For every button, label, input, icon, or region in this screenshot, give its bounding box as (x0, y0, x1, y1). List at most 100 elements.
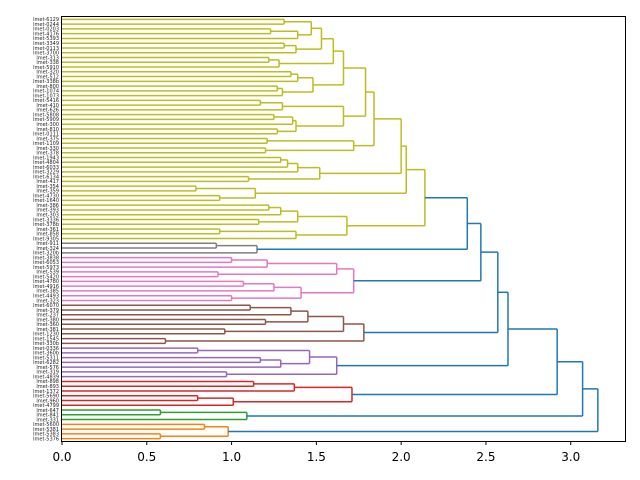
leaf-label: lmet-1073 (33, 93, 59, 99)
leaf-label: lmet-5376 (33, 436, 59, 442)
leaf-label: lmet-330 (36, 146, 59, 152)
leaf-label: lmet-5909 (33, 117, 59, 123)
leaf-label: lmet-324 (36, 246, 59, 252)
leaf-label: lmet-5416 (33, 98, 59, 104)
leaf-label: lmet-4780 (33, 279, 59, 285)
x-tick-label: 1.0 (222, 450, 241, 464)
leaf-label: lmet-576 (36, 365, 59, 371)
leaf-label: lmet-331 (36, 417, 59, 423)
leaf-label: lmet-893 (36, 384, 59, 390)
leaf-label: lmet-4804 (33, 160, 59, 166)
leaf-label: lmet-359 (36, 189, 59, 195)
leaf-label: lmet-319 (36, 370, 59, 376)
leaf-label: lmet-5690 (33, 394, 59, 400)
leaf-label: lmet-360 (36, 322, 59, 328)
leaf-label: lmet-5383 (33, 432, 59, 438)
leaf-label: lmet-5600 (33, 422, 59, 428)
leaf-label: lmet-9305 (33, 236, 59, 242)
leaf-label: lmet-378b (33, 222, 59, 228)
leaf-label: lmet-6129 (33, 17, 59, 23)
leaf-label: lmet-5973 (33, 265, 59, 271)
leaf-label: lmet-6134 (33, 174, 59, 180)
leaf-label: lmet-1230 (33, 332, 59, 338)
leaf-label: lmet-1545 (33, 336, 59, 342)
leaf-label: lmet-320 (36, 70, 59, 76)
leaf-label: lmet-4176 (33, 31, 59, 37)
leaf-label: lmet-6033 (33, 165, 59, 171)
leaf-label: lmet-338b (33, 79, 59, 85)
leaf-label: lmet-375 (36, 136, 59, 142)
leaf-label: lmet-5393 (33, 36, 59, 42)
leaf-label: lmet-379 (36, 308, 59, 314)
leaf-label: lmet-386 (36, 203, 59, 209)
leaf-label: lmet-5381 (33, 427, 59, 433)
x-tick-label: 2.5 (476, 450, 495, 464)
leaf-label: lmet-6070 (33, 303, 59, 309)
leaf-label: lmet-320b (33, 251, 59, 257)
leaf-label: lmet-539 (36, 270, 59, 276)
leaf-label: lmet-0111 (33, 132, 59, 138)
x-tick-label: 0.5 (137, 450, 156, 464)
leaf-label: lmet-313 (36, 55, 59, 61)
leaf-label: lmet-6053 (33, 260, 59, 266)
x-tick-label: 1.5 (307, 450, 326, 464)
leaf-label: lmet-3229 (33, 170, 59, 176)
leaf-label: lmet-3336 (33, 217, 59, 223)
x-tick-label: 3.0 (561, 450, 580, 464)
leaf-label: lmet-4839 (33, 374, 59, 380)
leaf-label: lmet-385 (36, 289, 59, 295)
leaf-label: lmet-361 (36, 227, 59, 233)
leaf-label: lmet-858 (36, 232, 59, 238)
leaf-label: lmet-6282 (33, 360, 59, 366)
leaf-label: lmet-4730 (33, 193, 59, 199)
leaf-label: lmet-410 (36, 103, 59, 109)
x-tick-label: 0.0 (52, 450, 71, 464)
leaf-label: lmet-1372 (33, 389, 59, 395)
leaf-label: lmet-5311 (33, 355, 59, 361)
leaf-label: lmet-3349 (33, 41, 59, 47)
leaf-label: lmet-1109 (33, 141, 59, 147)
leaf-label: lmet-4916 (33, 284, 59, 290)
leaf-label: lmet-911 (36, 241, 59, 247)
plot-frame (61, 16, 626, 442)
leaf-label: lmet-960 (36, 398, 59, 404)
leaf-label: lmet-3838 (33, 255, 59, 261)
leaf-label: lmet-330b (33, 341, 59, 347)
leaf-label: lmet-417 (36, 179, 59, 185)
leaf-label: lmet-354 (36, 184, 59, 190)
leaf-labels: lmet-6129lmet-0244lmet-0203lmet-4176lmet… (33, 17, 59, 442)
leaf-label: lmet-1640 (33, 198, 59, 204)
leaf-label: lmet-378 (36, 151, 59, 157)
leaf-label: lmet-4799 (33, 403, 59, 409)
leaf-label: lmet-0244 (33, 22, 59, 28)
leaf-label: lmet-0336 (33, 346, 59, 352)
leaf-label: lmet-512 (36, 74, 59, 80)
x-axis: 0.0 0.5 1.0 1.5 2.0 2.5 3.0 (52, 441, 580, 464)
leaf-label: lmet-0113 (33, 46, 59, 52)
leaf-label: lmet-647 (36, 408, 59, 414)
leaf-label: lmet-841 (36, 413, 59, 419)
leaf-label: lmet-810 (36, 127, 59, 133)
leaf-label: lmet-360b (33, 351, 59, 357)
leaf-label: lmet-381 (36, 327, 59, 333)
leaf-label: lmet-626 (36, 108, 59, 114)
leaf-label: lmet-393 (36, 208, 59, 214)
leaf-label: lmet-5808 (33, 112, 59, 118)
leaf-label: lmet-5910 (33, 65, 59, 71)
leaf-label: lmet-5420 (33, 274, 59, 280)
leaf-label: lmet-323 (36, 298, 59, 304)
leaf-label: lmet-800 (36, 84, 59, 90)
leaf-label: lmet-380 (36, 317, 59, 323)
leaf-label: lmet-4493 (33, 293, 59, 299)
leaf-label: lmet-303 (36, 213, 59, 219)
leaf-label: lmet-300 (36, 122, 59, 128)
leaf-label: lmet-898 (36, 379, 59, 385)
leaf-label: lmet-1074 (33, 89, 59, 95)
leaf-label: lmet-1943 (33, 155, 59, 161)
leaf-label: lmet-338 (36, 60, 59, 66)
leaf-label: lmet-237 (36, 313, 59, 319)
leaf-label: lmet-3700 (33, 51, 59, 57)
leaf-label: lmet-0203 (33, 27, 59, 33)
dendrogram-links (62, 18, 599, 440)
